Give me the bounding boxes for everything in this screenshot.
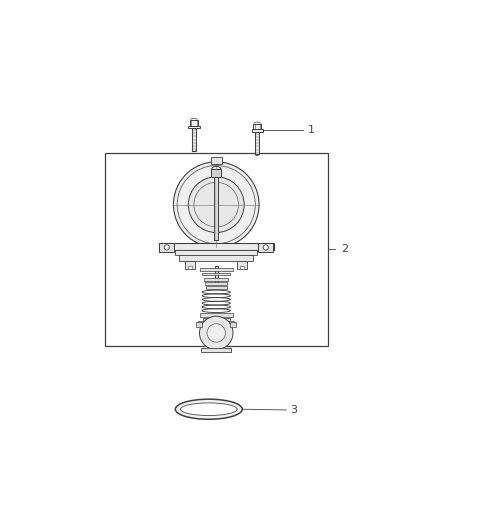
Circle shape [200,316,233,350]
Ellipse shape [180,403,237,416]
Text: 1: 1 [307,125,314,135]
Bar [200,268,233,271]
Bar [192,129,196,151]
Circle shape [194,182,239,227]
Bar [105,153,328,346]
Bar [159,243,174,252]
Bar [185,261,195,269]
Bar [202,273,230,275]
Text: 2: 2 [341,244,348,254]
Bar [253,123,261,130]
Bar [255,132,259,155]
Bar [179,255,253,261]
Bar [237,261,248,269]
Bar [196,322,202,327]
Bar [214,169,218,240]
Bar [204,278,228,281]
Bar [206,286,227,289]
Bar [200,313,233,316]
Bar [202,348,231,352]
Bar [240,266,244,269]
Bar [215,266,218,284]
Circle shape [263,245,268,250]
Bar [258,243,273,252]
Bar [211,157,222,164]
Bar [198,321,234,325]
Text: 3: 3 [290,405,298,415]
Bar [190,120,198,126]
Circle shape [164,245,169,250]
Circle shape [207,324,226,342]
Bar [252,130,263,132]
Bar [211,169,221,178]
Circle shape [173,162,259,247]
Bar [188,266,192,269]
Ellipse shape [175,399,242,419]
Bar [203,318,229,321]
Bar [205,283,228,285]
Circle shape [188,177,244,232]
Circle shape [177,165,255,244]
Bar [175,250,257,255]
Bar [158,243,274,250]
Bar [188,126,200,129]
Bar [230,322,236,327]
